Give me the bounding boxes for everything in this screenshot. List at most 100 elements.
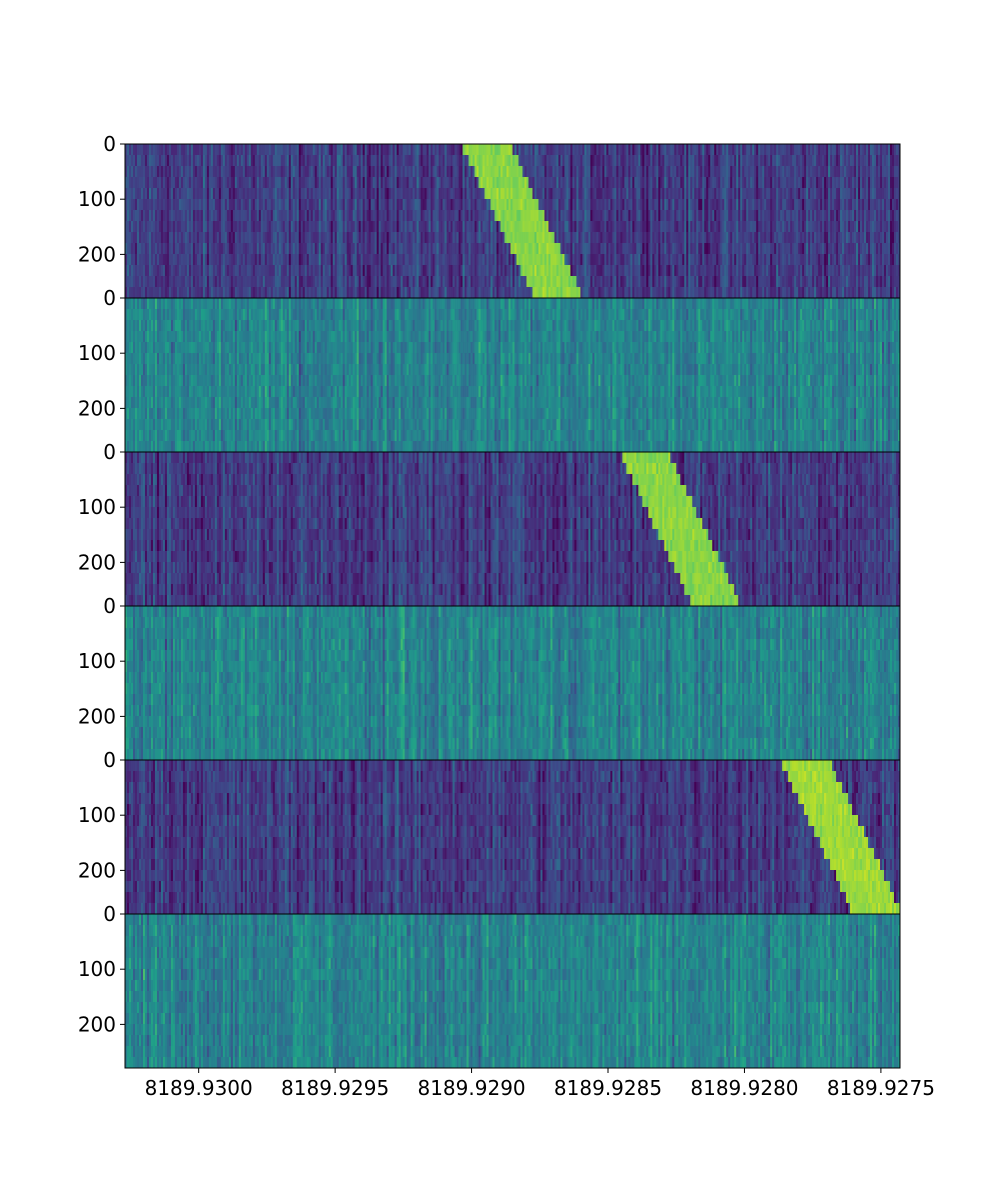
- heatmap-cell: [504, 144, 507, 156]
- heatmap-cell: [844, 221, 847, 233]
- heatmap-cell: [818, 210, 821, 222]
- heatmap-cell: [406, 210, 409, 222]
- heatmap-cell: [154, 210, 158, 222]
- heatmap-cell: [582, 265, 585, 277]
- heatmap-cell: [714, 177, 717, 189]
- heatmap-cell: [766, 166, 769, 178]
- heatmap-cell: [498, 276, 501, 288]
- heatmap-cell: [348, 144, 352, 156]
- heatmap-cell: [642, 199, 645, 211]
- heatmap-cell: [878, 199, 881, 211]
- heatmap-cell: [720, 210, 723, 222]
- heatmap-cell: [156, 188, 160, 200]
- heatmap-cell: [240, 210, 244, 222]
- heatmap-cell: [308, 254, 312, 266]
- heatmap-cell: [294, 177, 298, 189]
- heatmap-cell: [676, 265, 679, 277]
- heatmap-cell: [550, 155, 553, 167]
- heatmap-cell: [368, 155, 372, 167]
- heatmap-cell: [394, 210, 397, 222]
- heatmap-cell: [232, 199, 236, 211]
- heatmap-cell: [204, 188, 208, 200]
- heatmap-cell: [554, 265, 557, 277]
- heatmap-cell: [648, 276, 651, 288]
- heatmap-cell: [896, 199, 899, 211]
- heatmap-cell: [200, 276, 204, 288]
- heatmap-cell: [672, 232, 675, 244]
- heatmap-cell: [268, 265, 272, 277]
- heatmap-cell: [254, 177, 258, 189]
- heatmap-cell: [152, 155, 156, 167]
- heatmap-cell: [726, 166, 729, 178]
- heatmap-cell: [706, 243, 709, 255]
- heatmap-cell: [184, 254, 188, 266]
- heatmap-cell: [578, 232, 581, 244]
- heatmap-cell: [394, 254, 397, 266]
- heatmap-cell: [180, 155, 184, 167]
- heatmap-cell: [820, 144, 823, 156]
- heatmap-cell: [218, 265, 222, 277]
- heatmap-cell: [604, 221, 607, 233]
- heatmap-cell: [554, 177, 557, 189]
- heatmap-cell: [240, 155, 244, 167]
- heatmap-cell: [718, 199, 721, 211]
- heatmap-cell: [802, 199, 805, 211]
- heatmap-cell: [670, 232, 673, 244]
- heatmap-cell: [174, 254, 178, 266]
- heatmap-cell: [198, 144, 202, 156]
- heatmap-cell: [698, 199, 701, 211]
- heatmap-cell: [240, 254, 244, 266]
- heatmap-cell: [522, 144, 525, 156]
- heatmap-cell: [598, 221, 601, 233]
- heatmap-cell: [344, 265, 348, 277]
- heatmap-cell: [150, 232, 154, 244]
- heatmap-cell: [394, 243, 397, 255]
- heatmap-cell: [448, 155, 451, 167]
- heatmap-cell: [222, 144, 226, 156]
- heatmap-cell: [584, 254, 587, 266]
- heatmap-cell: [368, 243, 372, 255]
- heatmap-cell: [276, 177, 280, 189]
- heatmap-cell: [658, 210, 661, 222]
- heatmap-cell: [512, 210, 515, 222]
- heatmap-cell: [358, 166, 362, 178]
- heatmap-cell: [418, 276, 421, 288]
- heatmap-cell: [302, 210, 306, 222]
- heatmap-cell: [148, 199, 152, 211]
- heatmap-cell: [192, 188, 196, 200]
- heatmap-cell: [730, 144, 733, 156]
- heatmap-cell: [644, 232, 647, 244]
- heatmap-cell: [798, 221, 801, 233]
- heatmap-cell: [604, 199, 607, 211]
- heatmap-cell: [192, 177, 196, 189]
- heatmap-cell: [882, 155, 885, 167]
- heatmap-cell: [674, 188, 677, 200]
- heatmap-cell: [426, 144, 429, 156]
- heatmap-cell: [750, 210, 753, 222]
- heatmap-cell: [780, 265, 783, 277]
- heatmap-cell: [490, 155, 493, 167]
- heatmap-cell: [704, 243, 707, 255]
- heatmap-cell: [742, 155, 745, 167]
- heatmap-cell: [176, 177, 180, 189]
- heatmap-cell: [482, 166, 485, 178]
- heatmap-cell: [676, 210, 679, 222]
- heatmap-cell: [606, 276, 609, 288]
- heatmap-cell: [290, 232, 294, 244]
- heatmap-cell: [576, 265, 579, 277]
- heatmap-cell: [838, 265, 841, 277]
- heatmap-cell: [880, 188, 883, 200]
- heatmap-cell: [632, 254, 635, 266]
- heatmap-cell: [180, 144, 184, 156]
- heatmap-cell: [848, 210, 851, 222]
- heatmap-cell: [600, 265, 603, 277]
- heatmap-cell: [604, 188, 607, 200]
- heatmap-cell: [158, 166, 162, 178]
- heatmap-cell: [864, 243, 867, 255]
- heatmap-cell: [896, 155, 899, 167]
- heatmap-cell: [212, 166, 216, 178]
- heatmap-cell: [188, 166, 192, 178]
- heatmap-cell: [440, 144, 443, 156]
- heatmap-cell: [472, 221, 475, 233]
- heatmap-cell: [248, 254, 252, 266]
